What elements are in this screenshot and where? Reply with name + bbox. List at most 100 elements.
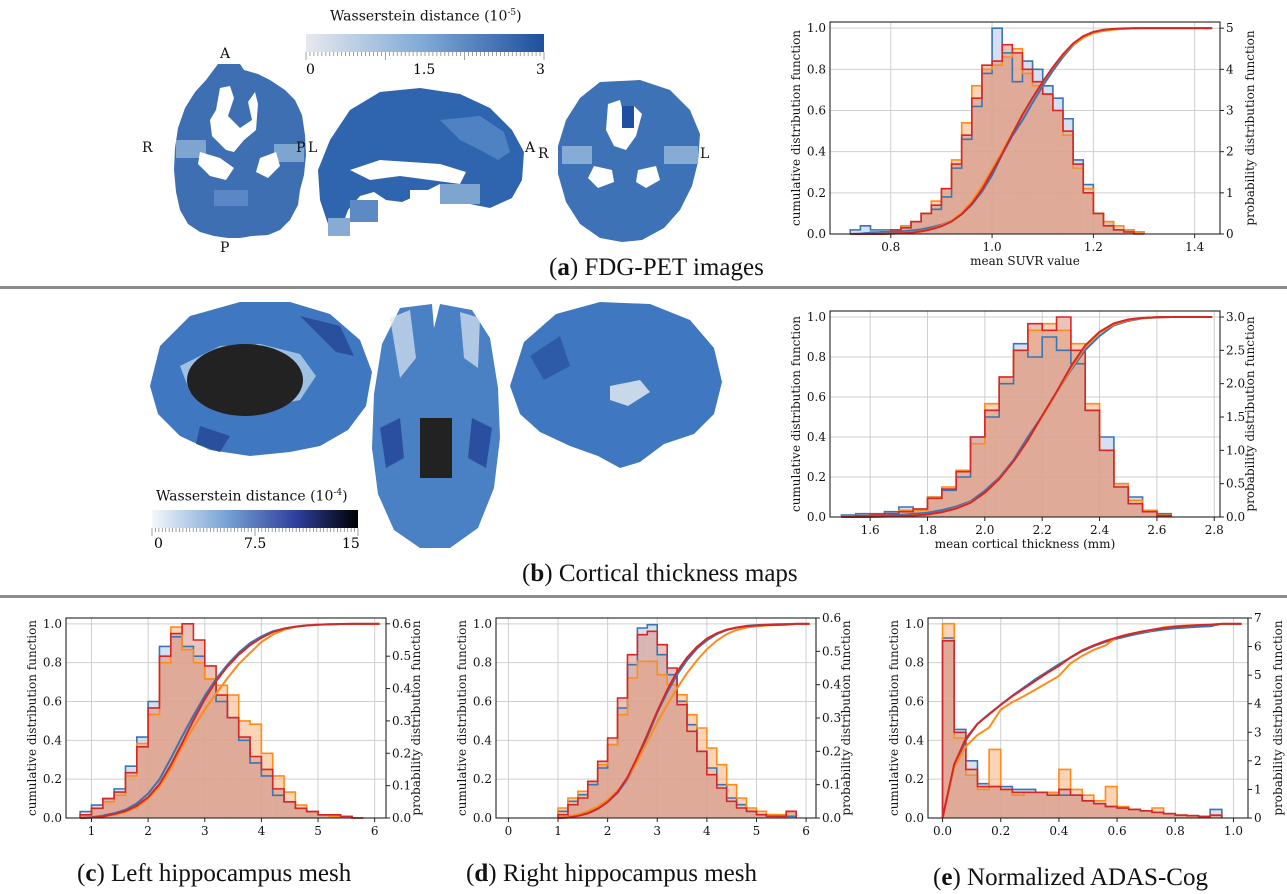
- plot-frame: [829, 310, 1221, 518]
- y2-tick-label: 0: [1226, 227, 1234, 241]
- hist-bar-red: [911, 221, 922, 234]
- y2-tick-label: 1: [1254, 782, 1262, 796]
- orient-anterior: A: [219, 46, 231, 62]
- y-tick-label: 0.6: [905, 694, 924, 708]
- hist-bar-red: [941, 188, 952, 234]
- y2-tick-label: 4: [1254, 697, 1262, 711]
- y-tick-label: 0.8: [807, 62, 826, 76]
- hist-outline-red: [850, 43, 1145, 235]
- chart-e: 0.0 0.2 0.4 0.6 0.8 1.0 0.0 0.2 0.4 0.6 0.8 1.0 0 1 2 3…: [862, 600, 1287, 862]
- chart-b: 1.6 1.8 2.0 2.2 2.4 2.6 2.8 0.0 0.2 0.4 0.6 0.8 1.0 0…: [758, 295, 1287, 553]
- hist-bar-red: [942, 640, 955, 818]
- colorbar-b-tick-2: 15: [342, 536, 360, 552]
- y2-tick-label: 0.5: [822, 644, 841, 658]
- cortex-medial-view: [150, 302, 372, 456]
- plot-frame: [65, 617, 387, 819]
- cortex-inferior-view: [372, 304, 500, 548]
- x-tick-label: 4: [258, 824, 266, 838]
- hist-bar-red: [1022, 69, 1033, 234]
- y2-tick-label: 0.6: [392, 617, 411, 631]
- hist-bar-red: [1062, 131, 1074, 234]
- y2-tick-label: 0: [1254, 811, 1262, 825]
- hist-bar-red: [102, 798, 115, 818]
- y2-tick-label: 1.5: [1226, 410, 1245, 424]
- x-tick-label: 0.8: [881, 240, 900, 254]
- y2-tick-label: 2: [1254, 754, 1262, 768]
- colorbar-a-exponent: -5: [507, 8, 517, 18]
- orient-anterior-2: A: [524, 140, 536, 156]
- hist-bar-red: [1035, 792, 1048, 818]
- y2-tick-label: 5: [1226, 21, 1234, 35]
- y-tick-label: 0.8: [807, 350, 826, 364]
- hist-bar-red: [216, 695, 228, 818]
- x-tick-label: 1.2: [1084, 240, 1103, 254]
- hist-bar-red: [756, 814, 767, 818]
- y-tick-label: 0.0: [473, 811, 492, 825]
- hist-bar-red: [91, 808, 103, 818]
- y2-tick-label: 0.0: [1226, 510, 1245, 524]
- hist-bar-blue: [860, 225, 871, 234]
- hist-bar-red: [80, 814, 92, 818]
- hist-bar-red: [306, 811, 319, 818]
- y2-tick-label: 0.0: [822, 811, 841, 825]
- x-tick-label: 1: [554, 824, 562, 838]
- caption-d-text: Right hippocampus mesh: [496, 860, 757, 887]
- caption-c-text: Left hippocampus mesh: [104, 860, 352, 887]
- hist-bar-red: [921, 213, 932, 234]
- y-tick-label: 0.0: [43, 811, 62, 825]
- caption-e-text: Normalized ADAS-Cog: [960, 864, 1208, 891]
- hist-bar-blue: [850, 229, 861, 234]
- hist-bar-red: [1073, 164, 1084, 234]
- y2-axis-label: probability distribution function: [1243, 316, 1257, 512]
- y-tick-label: 1.0: [43, 617, 62, 631]
- colorbar-a-title-text: Wasserstein distance (10: [330, 8, 508, 25]
- hist-bar-red: [182, 623, 194, 818]
- x-tick-label: 6: [371, 824, 379, 838]
- hist-bar-red: [1013, 350, 1028, 517]
- x-tick-label: 1.8: [918, 523, 937, 537]
- y2-tick-label: 2.0: [1226, 377, 1245, 391]
- hist-bar-red: [1056, 317, 1071, 517]
- hist-bar-red: [318, 814, 330, 818]
- hist-bar-red: [667, 668, 678, 818]
- chart-d: 0 1 2 3 4 5 6 0.0 0.2 0.4 0.6 0.8 1.0 0.0 0.1 0.2 0.3 0.4…: [430, 600, 870, 862]
- y2-axis-label: probability distribution function: [409, 620, 423, 816]
- y-tick-label: 0.8: [473, 656, 492, 670]
- hist-bar-red: [1070, 350, 1086, 517]
- hist-bar-red: [1117, 808, 1129, 818]
- hist-bar-red: [1012, 792, 1024, 818]
- y-axis-label: cumulative distribution function: [789, 30, 803, 226]
- x-tick-label: 4: [703, 824, 711, 838]
- pet-sagittal-slice: P A: [296, 88, 536, 236]
- colorbar-b-tick-0: 0: [154, 536, 163, 552]
- hist-bar-red: [170, 633, 183, 818]
- hist-bar-red: [1012, 52, 1023, 235]
- orient-posterior: P: [220, 240, 229, 255]
- cortex-lateral-view: [510, 302, 722, 468]
- x-tick-label: 2.8: [1205, 523, 1224, 537]
- plot-frame: [829, 21, 1221, 235]
- caption-e-letter: e: [941, 864, 953, 891]
- y-tick-label: 0.4: [807, 430, 826, 444]
- y-tick-label: 0.8: [905, 656, 924, 670]
- x-tick-label: 2.0: [975, 523, 994, 537]
- orient-posterior-2: P: [296, 140, 305, 156]
- hist-bar-red: [716, 788, 727, 818]
- hist-bar-red: [1103, 225, 1114, 234]
- hist-bar-red: [1186, 815, 1199, 818]
- hist-bar-red: [1123, 231, 1134, 234]
- y2-tick-label: 4: [1226, 62, 1234, 76]
- x-tick-label: 2: [144, 824, 152, 838]
- hist-bar-orange: [1133, 231, 1145, 234]
- hist-bar-red: [992, 61, 1003, 234]
- hist-bar-red: [1113, 487, 1129, 517]
- orient-right: R: [142, 140, 153, 156]
- caption-a: (a) FDG-PET images: [549, 254, 764, 281]
- colorbar-a-close: ): [516, 8, 522, 25]
- caption-b-text: Cortical thickness maps: [552, 560, 798, 587]
- hist-bar-red: [1113, 229, 1124, 234]
- x-tick-label: 0.6: [1108, 824, 1127, 838]
- hist-bar-red: [1032, 81, 1043, 234]
- hist-bar-red: [1042, 94, 1053, 234]
- caption-a-letter: a: [557, 254, 570, 281]
